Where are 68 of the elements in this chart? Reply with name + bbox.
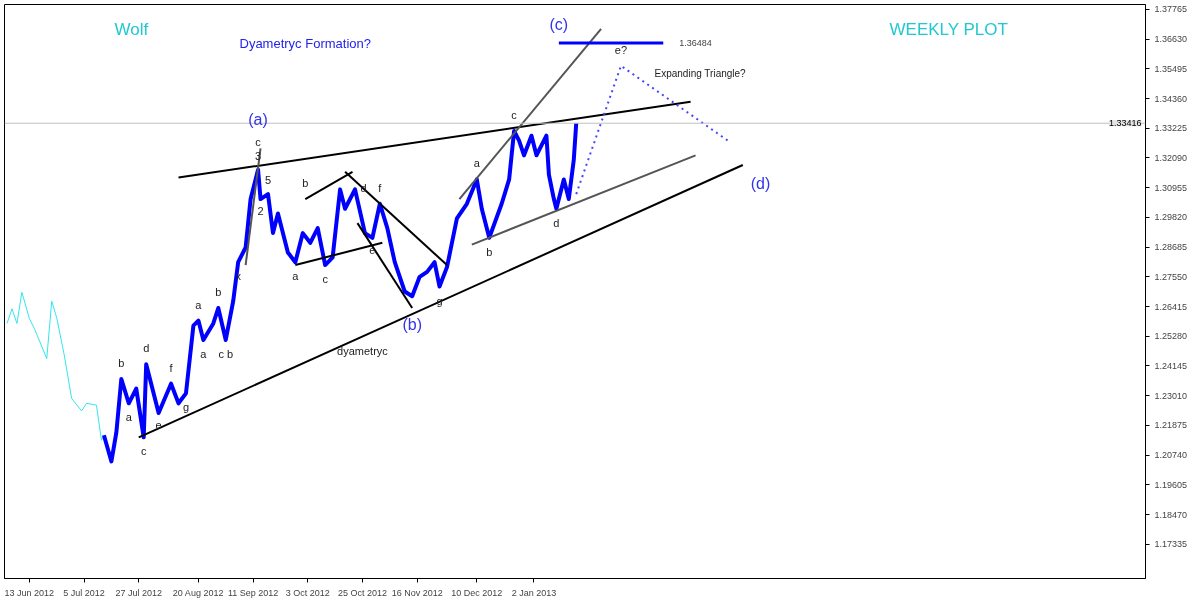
annotation: (b) bbox=[402, 316, 422, 334]
annotation: g bbox=[436, 294, 443, 307]
annotation: a bbox=[473, 157, 481, 170]
x-tick-label: 27 Jul 2012 bbox=[115, 587, 163, 598]
annotation: d bbox=[553, 216, 560, 229]
y-tick-label: 1.17335 bbox=[1154, 539, 1188, 550]
annotation: (c) bbox=[549, 15, 569, 33]
annotation: 2 bbox=[257, 205, 264, 218]
y-tick-label: 1.18470 bbox=[1154, 509, 1188, 520]
annotation: a bbox=[195, 298, 203, 311]
x-tick-label: 3 Oct 2012 bbox=[285, 587, 330, 598]
y-tick-label: 1.37765 bbox=[1154, 4, 1188, 15]
y-tick-label: 1.30955 bbox=[1154, 182, 1188, 193]
x-tick-label: 16 Nov 2012 bbox=[391, 587, 443, 598]
annotation: Expanding Triangle? bbox=[654, 67, 747, 79]
y-tick-label: 1.27550 bbox=[1154, 271, 1188, 282]
annotation: (a) bbox=[248, 110, 268, 128]
x-tick-label: 20 Aug 2012 bbox=[172, 587, 224, 598]
ref-line-label: 1.33416 bbox=[1108, 118, 1142, 129]
annotation: a bbox=[292, 270, 300, 283]
annotation: dyametryc bbox=[337, 344, 389, 357]
y-tick-label: 1.25280 bbox=[1154, 331, 1188, 342]
annotation: b bbox=[302, 177, 309, 190]
annotation: d bbox=[143, 342, 150, 355]
annotation: f bbox=[169, 361, 174, 374]
annotation: e bbox=[369, 243, 376, 256]
annotation: d bbox=[360, 181, 367, 194]
line-series bbox=[6, 291, 105, 441]
y-tick-label: 1.34360 bbox=[1154, 93, 1188, 104]
annotation: 5 bbox=[264, 174, 272, 187]
x-tick-label: 11 Sep 2012 bbox=[227, 587, 279, 598]
y-tick-label: 1.35495 bbox=[1154, 63, 1188, 74]
y-tick-label: 1.36630 bbox=[1154, 34, 1188, 45]
y-tick-label: 1.21875 bbox=[1154, 420, 1188, 431]
annotation: e? bbox=[614, 43, 628, 56]
annotation: e bbox=[155, 419, 162, 431]
y-tick-label: 1.19605 bbox=[1154, 479, 1188, 490]
y-tick-label: 1.23010 bbox=[1154, 390, 1188, 401]
annotation: f bbox=[378, 181, 383, 194]
x-tick-label: 2 Jan 2013 bbox=[511, 587, 557, 598]
x-tick-label: 5 Jul 2012 bbox=[63, 587, 105, 598]
y-tick-label: 1.32090 bbox=[1154, 152, 1188, 163]
data-label: 1.36484 bbox=[679, 37, 712, 48]
annotation: g bbox=[182, 401, 190, 414]
x-tick-label: 25 Oct 2012 bbox=[337, 587, 387, 598]
annotation: x bbox=[235, 270, 242, 283]
text: WEEKLY PLOT bbox=[889, 19, 1008, 39]
annotation: c bbox=[255, 135, 262, 148]
y-tick-label: 1.29820 bbox=[1154, 212, 1188, 223]
text: Wolf bbox=[114, 19, 149, 39]
annotation: c b bbox=[218, 347, 234, 360]
annotation: a bbox=[125, 411, 133, 424]
annotation: b bbox=[486, 245, 493, 258]
annotation: a bbox=[200, 347, 208, 360]
annotation: b bbox=[118, 356, 125, 369]
y-tick-label: 1.26415 bbox=[1154, 301, 1188, 312]
y-tick-label: 1.33225 bbox=[1154, 123, 1188, 134]
annotation: c bbox=[322, 273, 329, 286]
y-tick-label: 1.20740 bbox=[1154, 450, 1188, 461]
annotation: (d) bbox=[750, 175, 771, 193]
y-tick-label: 1.28685 bbox=[1154, 242, 1188, 253]
annotation: c bbox=[511, 108, 518, 121]
y-tick-label: 1.24145 bbox=[1154, 361, 1188, 371]
annotation: Dyametryc Formation? bbox=[239, 35, 371, 51]
x-tick-label: 13 Jun 2012 bbox=[4, 587, 55, 598]
annotation: c bbox=[140, 445, 147, 458]
annotation: b bbox=[215, 286, 222, 298]
x-tick-label: 10 Dec 2012 bbox=[451, 587, 503, 598]
